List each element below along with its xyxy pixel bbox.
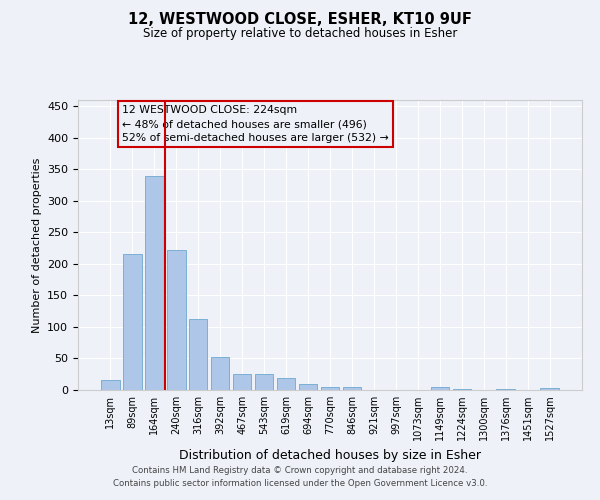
Bar: [167, 250, 185, 390]
Bar: [211, 357, 229, 390]
Bar: [431, 388, 449, 390]
Text: Size of property relative to detached houses in Esher: Size of property relative to detached ho…: [143, 28, 457, 40]
Bar: [343, 388, 361, 390]
Bar: [145, 176, 164, 390]
Bar: [541, 388, 559, 390]
Bar: [123, 254, 142, 390]
Bar: [189, 320, 208, 390]
Bar: [320, 387, 340, 390]
Bar: [277, 378, 295, 390]
X-axis label: Distribution of detached houses by size in Esher: Distribution of detached houses by size …: [179, 449, 481, 462]
Text: Contains HM Land Registry data © Crown copyright and database right 2024.
Contai: Contains HM Land Registry data © Crown c…: [113, 466, 487, 487]
Text: 12, WESTWOOD CLOSE, ESHER, KT10 9UF: 12, WESTWOOD CLOSE, ESHER, KT10 9UF: [128, 12, 472, 28]
Y-axis label: Number of detached properties: Number of detached properties: [32, 158, 41, 332]
Bar: [233, 374, 251, 390]
Text: 12 WESTWOOD CLOSE: 224sqm
← 48% of detached houses are smaller (496)
52% of semi: 12 WESTWOOD CLOSE: 224sqm ← 48% of detac…: [122, 105, 389, 143]
Bar: [101, 380, 119, 390]
Bar: [299, 384, 317, 390]
Bar: [255, 374, 274, 390]
